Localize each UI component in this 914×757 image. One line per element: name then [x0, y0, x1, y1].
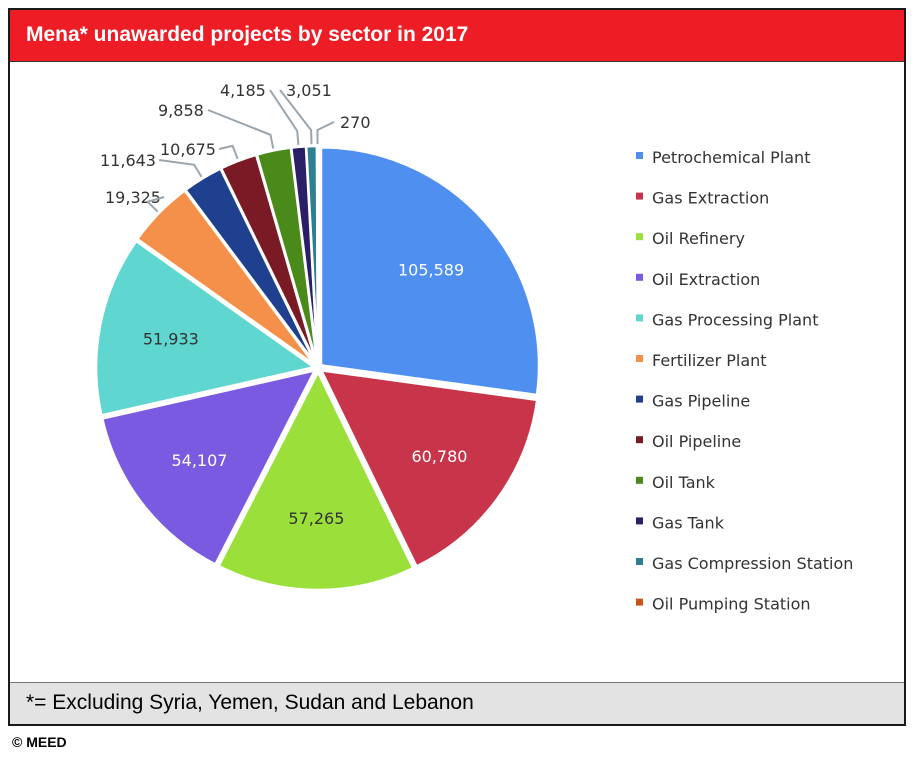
pie-slice-oil-extraction: [100, 368, 318, 567]
slice-value-label: 57,265: [288, 509, 344, 528]
legend-swatch: [636, 233, 643, 241]
legend-swatch: [636, 355, 643, 362]
legend-label: Oil Tank: [652, 473, 716, 492]
legend-swatch: [636, 436, 643, 444]
pie-slice-gas-processing-plant: [94, 239, 318, 417]
slice-value-label: 10,675: [160, 140, 216, 159]
slice-value-label: 11,643: [100, 151, 156, 170]
pie-slice-oil-refinery: [216, 369, 415, 592]
slice-value-label: 19,325: [105, 188, 161, 207]
legend-swatch: [636, 558, 643, 565]
pie-chart: 105,589 60,780 57,265 54,107 51,933 19,325 11,…: [94, 81, 853, 614]
pie-slice-petrochemical-plant: [319, 146, 541, 397]
leader-line: [207, 109, 275, 149]
legend-label: Gas Extraction: [652, 189, 769, 208]
slice-value-label: 3,051: [286, 81, 332, 100]
pie-slice-gas-extraction: [319, 368, 539, 569]
legend-swatch: [636, 314, 643, 322]
slice-value-label: 105,589: [398, 260, 464, 279]
legend-swatch: [636, 395, 643, 403]
leader-line: [218, 144, 239, 160]
legend-label: Petrochemical Plant: [652, 148, 810, 167]
slice-value-label: 4,185: [220, 81, 266, 100]
leader-line: [159, 159, 203, 178]
legend-swatch: [636, 476, 643, 484]
legend-label: Oil Pumping Station: [652, 595, 811, 614]
slice-value-label: 270: [340, 113, 371, 132]
slice-value-label: 54,107: [171, 451, 227, 470]
legend-label: Gas Compression Station: [652, 554, 853, 573]
footnote-text: *= Excluding Syria, Yemen, Sudan and Leb…: [26, 691, 474, 714]
pie-slice-oil-pumping-station: [315, 144, 320, 365]
legend-swatch: [636, 598, 643, 606]
legend-label: Gas Pipeline: [652, 392, 750, 411]
legend-label: Gas Processing Plant: [652, 310, 818, 329]
leader-line: [316, 121, 335, 145]
slice-value-label: 9,858: [158, 101, 204, 120]
chart-title: Mena* unawarded projects by sector in 20…: [26, 23, 469, 46]
legend-label: Oil Refinery: [652, 229, 745, 248]
leader-line: [269, 89, 300, 145]
legend-swatch: [636, 273, 643, 281]
legend-label: Oil Pipeline: [652, 432, 741, 451]
leader-line: [279, 89, 313, 145]
footnote-bar: *= Excluding Syria, Yemen, Sudan and Leb…: [10, 682, 904, 724]
legend-swatch: [636, 192, 643, 200]
leader-line: [145, 196, 165, 213]
title-bar: Mena* unawarded projects by sector in 20…: [10, 10, 904, 62]
credit-text: © MEED: [12, 734, 67, 750]
slice-value-label: 51,933: [143, 330, 199, 349]
slice-value-label: 60,780: [411, 447, 467, 466]
legend-swatch: [636, 152, 643, 159]
legend-label: Gas Tank: [652, 513, 725, 532]
legend-label: Fertilizer Plant: [652, 351, 767, 370]
legend-swatch: [636, 517, 643, 525]
legend-label: Oil Extraction: [652, 270, 760, 289]
chart-frame: Mena* unawarded projects by sector in 20…: [8, 8, 906, 726]
